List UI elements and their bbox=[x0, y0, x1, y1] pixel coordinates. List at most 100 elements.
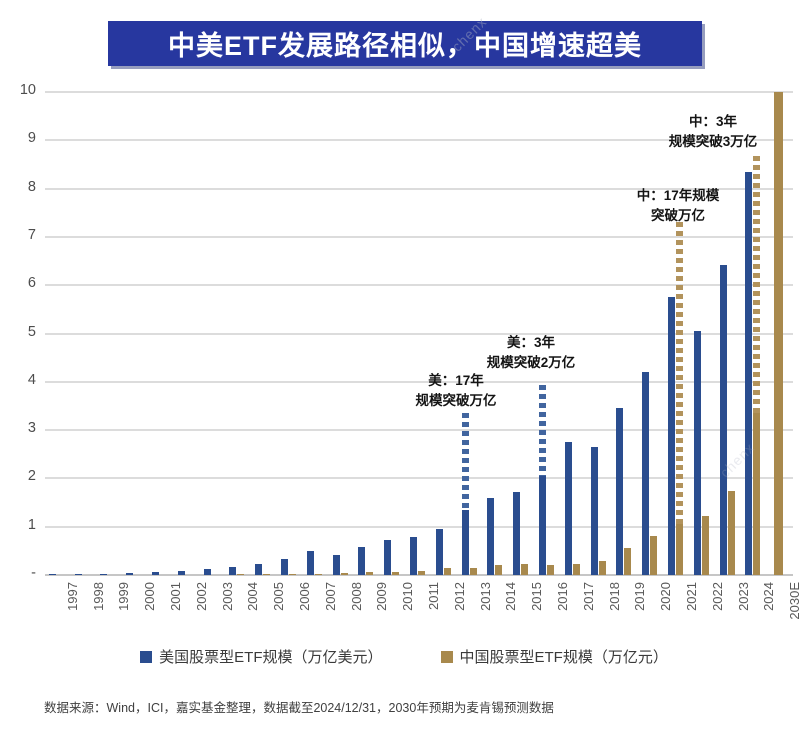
x-tick-label-2016: 2016 bbox=[554, 582, 570, 611]
bar-us-1998 bbox=[74, 573, 82, 575]
bar-us-2008 bbox=[332, 554, 340, 575]
x-tick-label-2009: 2009 bbox=[374, 582, 390, 611]
bar-us-2000 bbox=[126, 572, 134, 575]
bar-us-2001 bbox=[152, 571, 160, 575]
gridline bbox=[45, 139, 793, 142]
bar-cn-2016 bbox=[546, 565, 554, 575]
bar-cn-2022 bbox=[701, 516, 709, 575]
gridline bbox=[45, 187, 793, 190]
x-tick-label-2004: 2004 bbox=[245, 582, 261, 611]
gridline bbox=[45, 429, 793, 432]
x-tick-label-2020: 2020 bbox=[658, 582, 674, 611]
gridline bbox=[45, 284, 793, 287]
bar-us-2014 bbox=[487, 497, 495, 575]
bar-us-1999 bbox=[100, 573, 108, 575]
bar-us-2011 bbox=[410, 537, 417, 575]
x-tick-label-2013: 2013 bbox=[477, 582, 493, 611]
bar-us-2006 bbox=[281, 559, 289, 575]
bar-us-2024 bbox=[745, 171, 753, 575]
annotation-line: 规模突破3万亿 bbox=[668, 134, 758, 150]
y-tick-label: 5 bbox=[27, 323, 36, 340]
gridline bbox=[45, 332, 793, 335]
x-tick-label-2002: 2002 bbox=[193, 582, 209, 611]
annotation-us-3y: 美：3年 规模突破2万亿 bbox=[487, 333, 576, 374]
bar-cn-2004 bbox=[237, 573, 245, 575]
x-tick-label-2010: 2010 bbox=[400, 582, 416, 611]
dashed-line-cn-3y bbox=[753, 155, 761, 575]
x-tick-label-2017: 2017 bbox=[580, 582, 596, 611]
bar-cn-2018 bbox=[598, 561, 606, 575]
legend-label-cn: 中国股票型ETF规模（万亿元） bbox=[459, 649, 668, 666]
annotation-line: 中：17年规模 bbox=[636, 188, 720, 203]
x-tick-label-2030E: 2030E bbox=[787, 582, 803, 620]
x-tick-label-2024: 2024 bbox=[761, 582, 777, 611]
bar-us-2003 bbox=[203, 569, 211, 575]
legend-swatch-us bbox=[140, 650, 153, 663]
gridline bbox=[45, 235, 793, 238]
annotation-us-17y: 美：17年规模突破万亿 bbox=[416, 371, 497, 412]
x-tick-label-2003: 2003 bbox=[219, 582, 235, 611]
x-tick-label-2005: 2005 bbox=[271, 582, 287, 611]
gridline bbox=[45, 380, 793, 383]
x-tick-label-2011: 2011 bbox=[426, 582, 441, 610]
gridline bbox=[45, 477, 793, 480]
bar-cn-2020 bbox=[650, 536, 658, 575]
data-source-note: 数据来源：Wind，ICI，嘉实基金整理，数据截至2024/12/31，2030… bbox=[44, 701, 554, 715]
bar-cn-2024 bbox=[753, 413, 761, 575]
bar-cn-2008 bbox=[340, 573, 348, 575]
x-tick-label-2018: 2018 bbox=[606, 582, 622, 611]
bar-us-2013 bbox=[461, 509, 469, 575]
bar-us-2007 bbox=[306, 550, 314, 575]
bar-us-2004 bbox=[229, 566, 237, 575]
y-tick-label: 6 bbox=[27, 275, 36, 292]
bar-cn-2009 bbox=[366, 571, 374, 575]
y-tick-label: - bbox=[31, 565, 36, 581]
legend-label-us: 美国股票型ETF规模（万亿美元） bbox=[159, 649, 383, 666]
bar-cn-2013 bbox=[469, 568, 477, 575]
bar-cn-2023 bbox=[727, 491, 735, 575]
annotation-line: 规模突破万亿 bbox=[415, 393, 497, 409]
bar-cn-2030E bbox=[774, 92, 784, 575]
bar-cn-2019 bbox=[624, 548, 632, 575]
annotation-cn-3y: 中：3年规模突破3万亿 bbox=[669, 112, 758, 153]
y-tick-label: 1 bbox=[27, 516, 36, 533]
dashed-line-cn-17y bbox=[675, 222, 683, 575]
x-tick-label-2019: 2019 bbox=[632, 582, 648, 611]
x-tick-label-2021: 2021 bbox=[683, 582, 699, 611]
x-tick-label-1998: 1998 bbox=[90, 582, 106, 611]
x-tick-label-2001: 2001 bbox=[168, 582, 184, 611]
gridline bbox=[45, 91, 793, 93]
annotation-line: 中：3年 bbox=[688, 114, 738, 129]
bar-cn-2011 bbox=[418, 571, 425, 575]
bar-us-2012 bbox=[435, 529, 443, 575]
y-tick-label: 8 bbox=[27, 178, 36, 195]
bar-us-2023 bbox=[719, 264, 727, 575]
legend-item-cn: 中国股票型ETF规模（万亿元） bbox=[440, 646, 668, 667]
bar-us-2017 bbox=[564, 441, 572, 575]
legend-swatch-cn bbox=[440, 650, 453, 663]
bar-us-2021 bbox=[667, 296, 675, 575]
bar-us-2002 bbox=[177, 571, 185, 575]
chart-legend: 美国股票型ETF规模（万亿美元） 中国股票型ETF规模（万亿元） bbox=[0, 646, 808, 667]
bar-cn-2021 bbox=[675, 524, 683, 575]
legend-item-us: 美国股票型ETF规模（万亿美元） bbox=[140, 646, 383, 667]
x-axis-line bbox=[45, 574, 793, 576]
annotation-line: 规模突破2万亿 bbox=[486, 355, 576, 371]
x-tick-label-2008: 2008 bbox=[348, 582, 364, 611]
annotation-cn-17y: 中：17年规模 突破万亿 bbox=[637, 186, 720, 227]
y-tick-label: 7 bbox=[27, 226, 36, 243]
dashed-line-us-17y bbox=[461, 413, 469, 575]
bar-us-2016 bbox=[538, 476, 546, 575]
bar-cn-2005 bbox=[263, 573, 271, 575]
annotation-line: 突破万亿 bbox=[651, 208, 705, 224]
bar-us-2010 bbox=[384, 539, 392, 575]
bar-cn-2010 bbox=[392, 571, 400, 575]
x-tick-label-2012: 2012 bbox=[451, 582, 467, 611]
plot-area bbox=[45, 91, 793, 576]
x-tick-label-2022: 2022 bbox=[709, 582, 725, 611]
bar-us-1997 bbox=[48, 573, 56, 575]
title-banner: 中美ETF发展路径相似，中国增速超美 bbox=[108, 21, 702, 66]
annotation-line: 美：17年 bbox=[428, 373, 484, 388]
x-tick-label-2014: 2014 bbox=[503, 582, 519, 611]
